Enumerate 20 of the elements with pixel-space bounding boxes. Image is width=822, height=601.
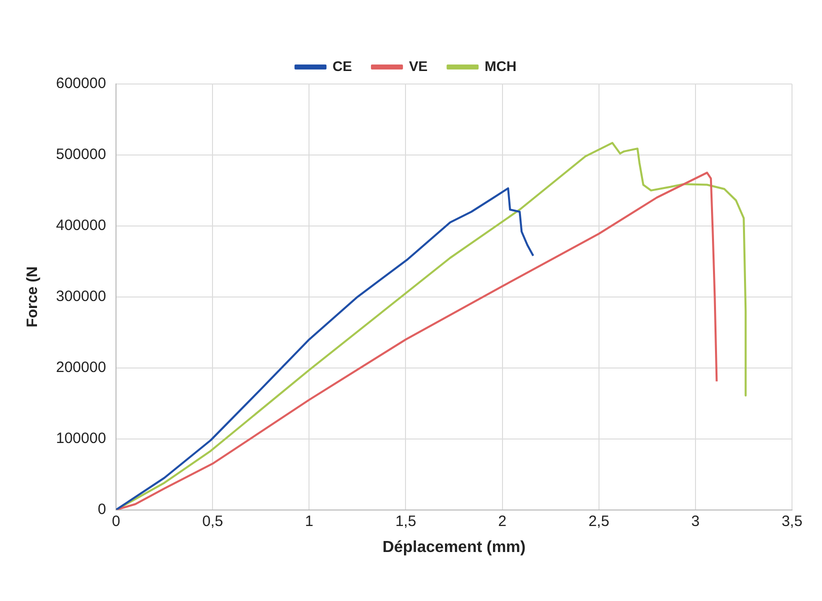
x-tick-label: 0 [112,512,120,530]
x-tick-label: 1,5 [395,512,416,530]
y-axis-title: Force (N [24,266,42,328]
y-tick-label: 300000 [56,288,106,306]
y-tick-label: 600000 [56,75,106,92]
y-tick-label: 500000 [56,146,106,164]
x-tick-label: 0,5 [202,512,224,530]
x-tick-label: 3 [691,512,700,530]
x-tick-label: 3,5 [782,512,802,530]
x-tick-label: 1 [305,512,314,530]
legend-label: VE [408,58,428,74]
legend-label: CE [332,58,352,74]
y-tick-label: 100000 [56,430,106,447]
y-tick-label: 0 [98,500,106,518]
y-tick-label: 200000 [56,359,106,376]
x-axis-title: Déplacement (mm) [382,538,526,556]
y-tick-label: 400000 [56,217,106,234]
legend-label: MCH [484,58,517,74]
x-tick-label: 2 [498,512,506,530]
x-tick-label: 2,5 [588,512,610,530]
